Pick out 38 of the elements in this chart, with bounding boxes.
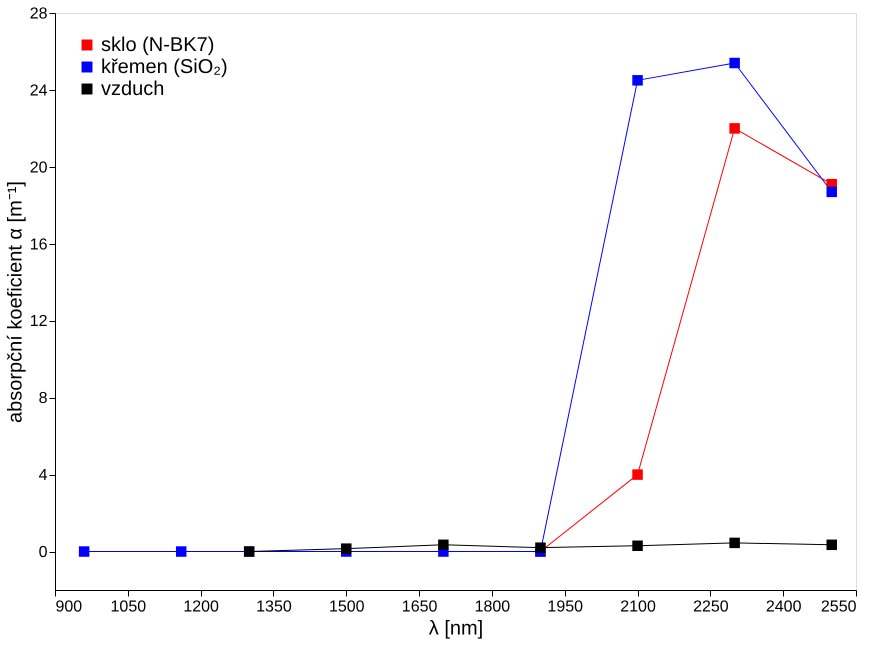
point [535, 542, 546, 553]
point [176, 546, 186, 557]
y-tick-label: 8 [38, 390, 48, 408]
x-axis-title: λ [nm] [428, 618, 484, 640]
y-tick-label: 16 [30, 236, 48, 254]
x-tick-label: 1800 [474, 598, 510, 616]
x-tick-label: 2550 [820, 598, 857, 616]
legend-label: sklo (N-BK7) [101, 34, 214, 56]
y-tick-label: 4 [38, 467, 48, 484]
x-tick-label: 2400 [766, 598, 802, 616]
y-tick-label: 20 [30, 159, 48, 176]
x-tick-label: 1350 [256, 598, 292, 616]
point [632, 540, 643, 552]
legend-label: křemen (SiO₂) [101, 56, 228, 78]
point [826, 540, 837, 550]
y-tick-label: 12 [30, 313, 48, 330]
legend-label: vzduch [101, 78, 164, 100]
point [729, 58, 740, 68]
y-tick-label: 24 [30, 82, 48, 100]
point [438, 540, 449, 550]
point [78, 546, 90, 557]
point [632, 469, 643, 480]
x-tick-label: 1500 [328, 598, 365, 616]
point [826, 186, 837, 198]
x-tick-label: 1950 [547, 598, 584, 616]
y-tick-label: 0 [38, 544, 48, 562]
y-tick-label: 28 [30, 6, 48, 22]
x-tick-label: 2250 [693, 598, 729, 616]
x-tick-label: 2100 [620, 598, 656, 616]
point [729, 538, 740, 548]
y-axis-title: absorpční koeficient α [m⁻¹] [4, 181, 27, 423]
point [341, 543, 352, 554]
x-tick-label: 1650 [402, 598, 438, 616]
point [632, 75, 643, 86]
x-tick-label: 1050 [110, 598, 146, 616]
x-tick-label: 900 [56, 598, 82, 616]
point [729, 123, 740, 134]
x-tick-label: 1200 [183, 598, 220, 616]
